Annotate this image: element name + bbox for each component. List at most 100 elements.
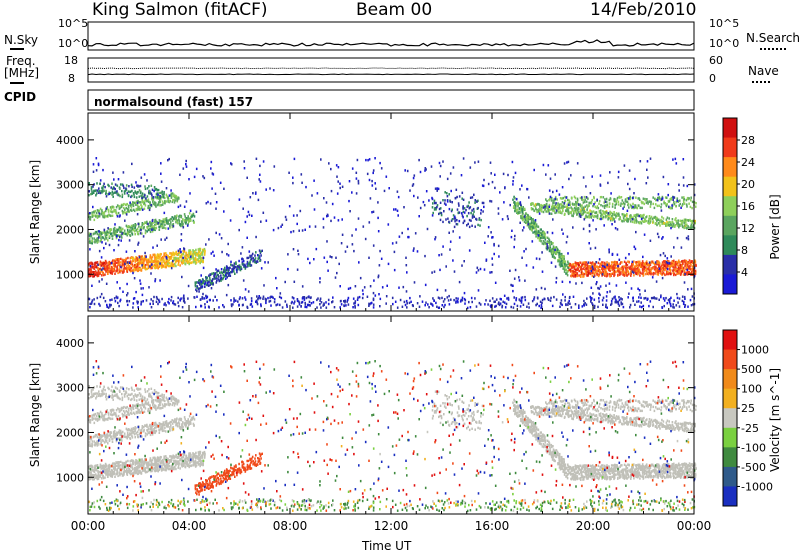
power-cell [494,186,496,190]
power-cell [480,209,482,212]
power-cell [551,242,553,245]
power-cell [652,296,655,300]
power-cell [161,193,164,196]
power-cell [589,209,591,212]
power-cell [96,266,98,269]
power-cell [507,217,509,221]
power-cell [276,287,278,290]
power-cell [570,275,573,278]
power-cell [428,199,430,202]
power-cell [212,250,214,254]
power-cell [202,248,204,252]
power-cell [345,304,347,307]
power-cell [672,198,674,201]
power-cell [223,270,225,273]
power-cell [144,231,147,235]
power-cell [517,211,520,214]
power-cell [645,268,648,271]
power-cell [461,197,463,200]
power-cell [601,299,604,302]
power-cell [354,300,357,303]
power-cell [238,264,241,267]
power-cell [335,256,337,259]
power-cell [675,205,677,208]
power-cell [520,209,522,212]
power-cell [138,259,141,263]
power-cell [190,219,192,222]
power-cell [179,215,182,218]
power-cell [686,223,688,226]
power-cell [556,198,558,201]
power-cell [172,251,174,254]
power-cell [559,254,561,258]
power-cell [89,218,92,221]
power-cell [99,240,102,243]
power-cell [102,211,104,215]
power-cell [231,268,233,271]
power-cell [250,299,253,303]
power-cell [260,267,263,270]
power-cell [660,203,663,206]
power-cell [605,263,608,266]
power-cell [144,221,146,224]
power-cell [630,270,633,273]
power-cell [611,268,613,271]
power-cell [204,282,207,285]
power-cell [640,296,642,299]
power-cell [114,229,117,233]
power-cell [125,250,128,253]
power-cell [109,230,111,234]
power-cell [391,242,394,245]
power-cell [491,257,493,260]
power-cell [143,202,146,205]
power-cell [113,228,116,231]
power-cell [189,218,192,221]
power-cell [107,272,109,275]
power-cell [116,228,118,231]
power-cell [439,175,441,178]
power-cell [142,235,145,238]
power-cell [396,190,399,193]
power-cell [688,259,691,262]
power-cell [262,160,265,163]
power-cell [695,263,697,267]
power-cell [127,225,130,228]
power-cell [117,263,120,266]
power-cell [150,258,152,261]
power-cell [275,276,277,280]
power-cell [603,206,606,209]
power-cell [638,204,640,207]
power-cell [566,274,569,277]
power-cell [636,220,638,223]
power-cell [88,234,91,237]
power-cell [167,159,169,162]
power-cell [171,225,174,229]
power-cell [555,281,557,284]
power-cell [477,160,480,163]
power-cell [159,196,162,199]
power-cell [452,230,454,233]
power-cell [95,157,98,160]
power-cell [517,203,519,206]
power-cell [610,263,613,267]
power-cell [160,162,162,165]
power-cell [590,264,592,268]
power-cell [174,258,177,261]
power-cell [412,249,415,252]
power-cell [258,256,261,259]
power-cell [639,271,642,274]
power-cell [532,226,534,229]
power-cell [681,224,684,227]
power-cell [284,215,287,219]
power-cell [116,281,118,284]
power-cell [462,157,465,160]
power-cell [643,233,646,236]
power-cell [448,303,451,306]
power-cell [147,222,149,226]
power-cell [557,250,559,254]
power-cell [320,306,322,309]
power-cell [670,296,672,299]
power-cell [223,210,225,213]
power-cell [114,260,116,264]
power-cell [341,185,344,188]
